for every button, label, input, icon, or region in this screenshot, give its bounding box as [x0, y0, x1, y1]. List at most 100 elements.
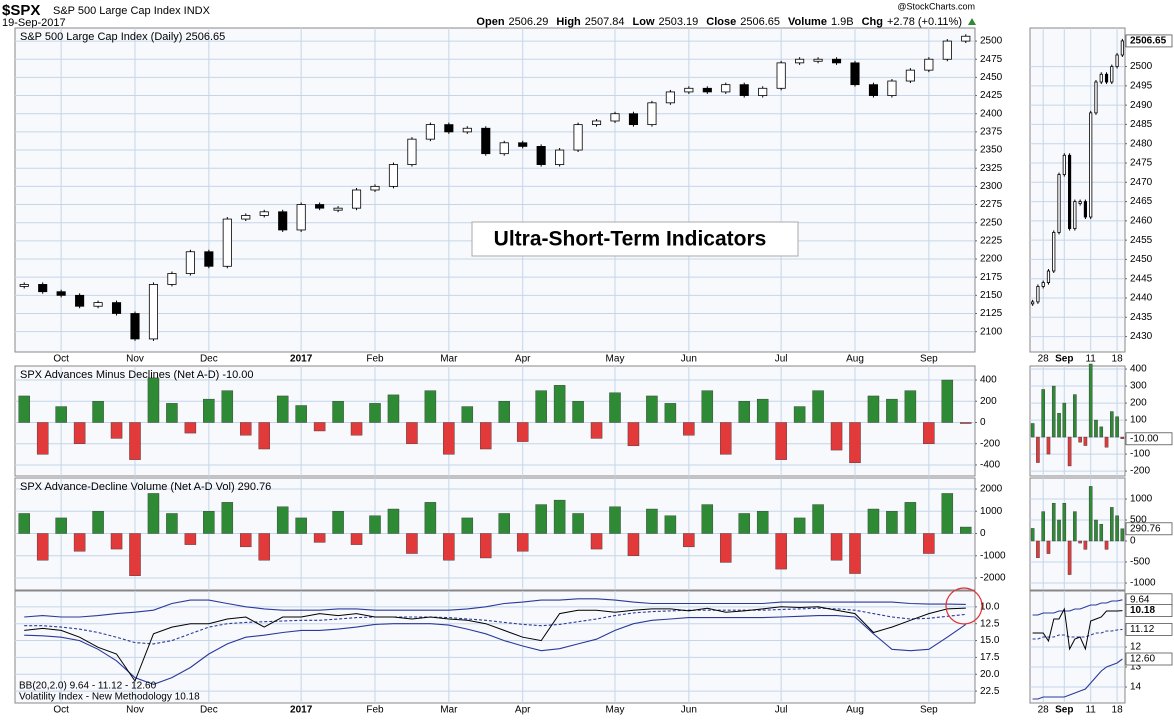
candle [1115, 54, 1119, 67]
x-tick-label: Feb [366, 354, 384, 365]
bar [960, 526, 972, 534]
candle [222, 218, 232, 267]
bar [18, 395, 30, 423]
bar [295, 405, 307, 423]
value-label: 290.76 [1130, 523, 1161, 534]
y-tick-label: 12 [1130, 642, 1142, 653]
bar [1094, 519, 1098, 542]
candle [1094, 81, 1098, 114]
value-box [1125, 623, 1173, 636]
bar [701, 504, 714, 534]
candle [333, 207, 343, 211]
bar [627, 422, 640, 447]
candle [296, 204, 306, 231]
y-tick-label: 2375 [980, 127, 1003, 138]
bar [184, 533, 197, 545]
candle [1104, 73, 1109, 83]
value-label: 10.18 [1130, 605, 1155, 616]
value-box [1125, 432, 1173, 446]
bar [387, 508, 400, 534]
bar [775, 533, 787, 570]
x-tick-label: May [606, 705, 625, 716]
bar [590, 422, 603, 439]
candle [628, 113, 639, 126]
candle [38, 284, 48, 293]
candle [407, 138, 417, 165]
x-tick-label: Feb [366, 705, 384, 716]
bar [461, 406, 474, 423]
y-tick-label: 2325 [980, 163, 1003, 174]
candle [1041, 282, 1045, 287]
y-tick-label: 20.0 [980, 669, 1000, 680]
bar [941, 379, 954, 423]
bar [147, 493, 160, 534]
y-tick-label: 2490 [1130, 100, 1153, 111]
y-tick-label: 2475 [1130, 158, 1153, 169]
y-tick-label: 2275 [980, 199, 1003, 210]
candle [1120, 40, 1124, 56]
bar [276, 395, 289, 423]
y-tick-label: 15.0 [980, 635, 1000, 646]
candle [1036, 286, 1040, 303]
bar [369, 515, 381, 534]
bar [240, 422, 252, 436]
line-series [1032, 599, 1123, 616]
y-tick-label: 2480 [1130, 138, 1153, 149]
y-tick-label: 2470 [1130, 177, 1153, 188]
x-tick-label: Apr [515, 705, 531, 716]
bar [203, 511, 215, 534]
x-tick-label: Sep [920, 705, 938, 716]
bar [683, 533, 695, 548]
bar [350, 422, 363, 436]
bar [55, 406, 67, 423]
y-tick-label: 2125 [980, 308, 1003, 319]
bar [590, 533, 603, 550]
bar [18, 513, 30, 534]
value-label: -10.00 [1130, 433, 1159, 444]
bar [387, 394, 400, 423]
bar [738, 401, 750, 423]
y-tick-label: 2175 [980, 272, 1003, 283]
quote-label: Low [633, 16, 655, 28]
x-tick-label: Sep [920, 354, 938, 365]
y-tick-label: 2450 [1130, 254, 1153, 265]
candle [665, 91, 675, 104]
y-tick-label: 2465 [1130, 196, 1153, 207]
bar [1057, 519, 1061, 542]
bar [812, 504, 824, 534]
watermark: @StockCharts.com [897, 1, 975, 11]
bar [1110, 507, 1114, 542]
bar [535, 504, 547, 534]
line-series [1032, 658, 1123, 700]
bar [516, 422, 529, 442]
bar [830, 422, 843, 451]
candle [1083, 201, 1088, 218]
y-tick-label: -500 [1130, 557, 1150, 568]
bar [443, 422, 455, 455]
candle [795, 58, 805, 64]
line-series [1032, 607, 1123, 651]
y-tick-label: -100 [1130, 449, 1150, 460]
bar [1088, 486, 1093, 542]
x-tick-label: Jul [775, 354, 788, 365]
x-tick-label: 28 [1038, 705, 1050, 716]
x-tick-label: Dec [200, 705, 218, 716]
bar [923, 422, 935, 444]
bar [849, 533, 861, 574]
bar [738, 513, 750, 534]
candle [573, 124, 583, 151]
value-box [1125, 522, 1173, 536]
candle [1062, 154, 1066, 175]
bar [92, 401, 104, 423]
bar [664, 515, 677, 534]
legend-entry: Volatility Index - New Methodology 10.18 [19, 692, 200, 703]
bar [701, 390, 714, 423]
candle [93, 302, 103, 307]
bar [166, 513, 178, 534]
candle [1052, 232, 1056, 272]
bar [203, 398, 215, 423]
candle [518, 142, 528, 147]
bar [1051, 385, 1056, 438]
bar [480, 422, 492, 450]
annotation-box [471, 221, 799, 257]
